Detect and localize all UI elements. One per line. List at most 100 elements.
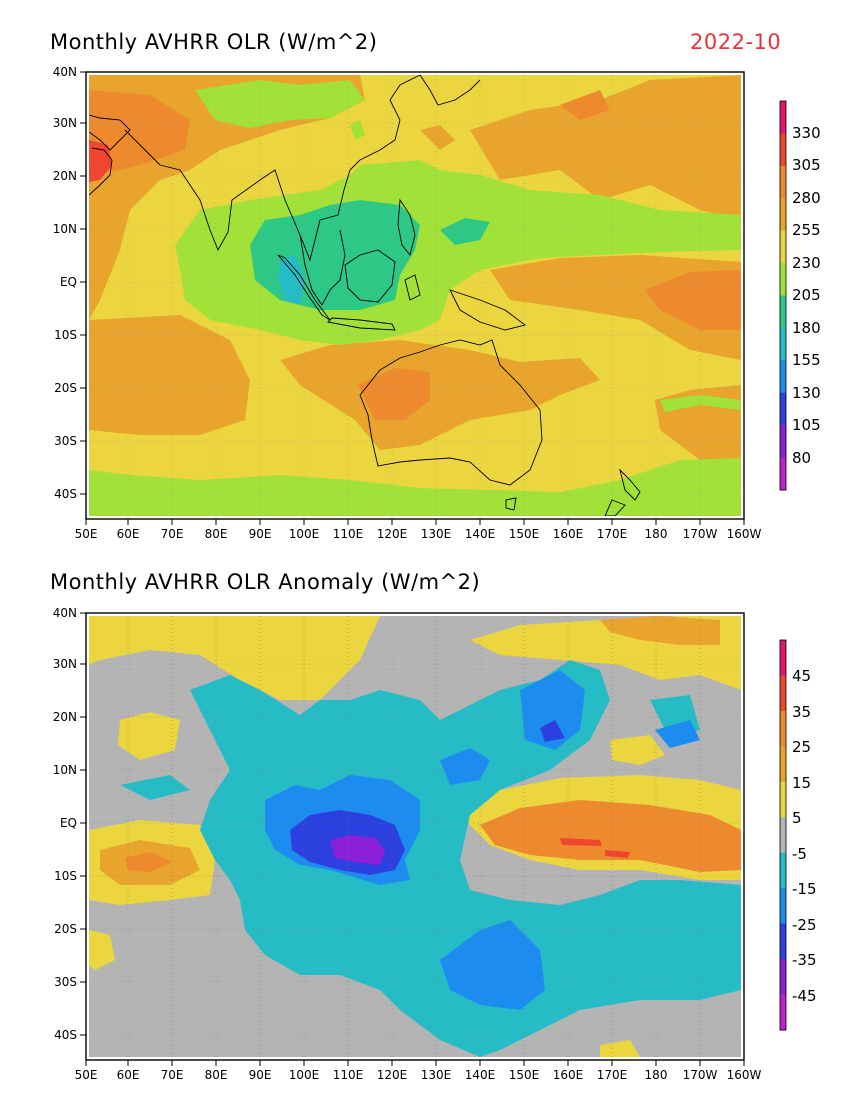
olr-lat-label: 30S (54, 434, 77, 448)
olr-lon-label: 110E (333, 527, 364, 541)
anomaly-lon-label: 100E (289, 1068, 320, 1082)
anomaly-lon-label: 50E (75, 1068, 98, 1082)
olr-colorbar-cell (780, 457, 786, 491)
anomaly-colorbar-cell (780, 781, 786, 818)
olr-lon-label: 160W (727, 527, 762, 541)
olr-lon-label: 180 (645, 527, 668, 541)
olr-colorbar-cell (780, 133, 786, 167)
olr-colorbar-label: 80 (792, 449, 811, 467)
olr-lon-label: 50E (75, 527, 98, 541)
olr-lon-label: 130E (421, 527, 452, 541)
anomaly-lon-label: 70E (161, 1068, 184, 1082)
olr-lon-label: 60E (117, 527, 140, 541)
anomaly-lon-label: 60E (117, 1068, 140, 1082)
anomaly-colorbar: 45 35 25 15 5 -5 -15 -25 -35 -45 (779, 639, 817, 1031)
anomaly-lon-label: 130E (421, 1068, 452, 1082)
anomaly-colorbar-label: -35 (792, 951, 817, 969)
anomaly-lat-label: EQ (60, 816, 77, 830)
olr-colorbar-cell (780, 101, 786, 134)
anomaly-lat-label: 30S (54, 975, 77, 989)
olr-colorbar-cell (780, 198, 786, 232)
anomaly-colorbar-label: -25 (792, 916, 817, 934)
anomaly-colorbar-cell (780, 640, 786, 676)
anomaly-lon-label: 120E (377, 1068, 408, 1082)
olr-lon-label: 90E (249, 527, 272, 541)
anomaly-lat-label: 10S (54, 869, 77, 883)
anomaly-lon-label: 170W (683, 1068, 718, 1082)
olr-colorbar-label: 205 (792, 286, 821, 304)
anomaly-colorbar-label: -15 (792, 880, 817, 898)
olr-colorbar: 330 305 280 255 230 205 180 155 130 105 … (779, 100, 821, 491)
date-label: 2022-10 (690, 30, 782, 54)
anomaly-lon-label: 150E (509, 1068, 540, 1082)
olr-colorbar-label: 130 (792, 384, 821, 402)
olr-colorbar-cell (780, 263, 786, 296)
anomaly-lon-label: 140E (465, 1068, 496, 1082)
olr-map: 40N 30N 20N 10N EQ 10S 20S 30S 40S 50E 6… (53, 65, 762, 541)
olr-colorbar-label: 230 (792, 254, 821, 272)
olr-colorbar-label: 180 (792, 319, 821, 337)
anomaly-lat-label: 10N (53, 763, 77, 777)
olr-lon-label: 150E (509, 527, 540, 541)
anomaly-colorbar-cell (780, 746, 786, 783)
anomaly-lat-label: 40S (54, 1028, 77, 1042)
olr-lat-label: EQ (60, 275, 77, 289)
olr-anomaly-map-frame (85, 612, 745, 1061)
olr-lat-label: 10S (54, 328, 77, 342)
olr-colorbar-cell (780, 165, 786, 199)
anomaly-colorbar-label: 45 (792, 667, 811, 685)
anomaly-colorbar-label: 5 (792, 809, 802, 827)
olr-colorbar-label: 105 (792, 416, 821, 434)
anomaly-colorbar-label: 15 (792, 774, 811, 792)
anomaly-lon-label: 110E (333, 1068, 364, 1082)
anomaly-colorbar-label: -5 (792, 845, 807, 863)
anomaly-colorbar-cell (780, 888, 786, 925)
olr-colorbar-cell (780, 425, 786, 459)
anomaly-colorbar-cell (780, 959, 786, 996)
olr-lon-label: 70E (161, 527, 184, 541)
anomaly-colorbar-label: 35 (792, 703, 811, 721)
anomaly-lat-label: 40N (53, 606, 77, 620)
anomaly-colorbar-cell (780, 994, 786, 1031)
olr-lon-label: 80E (205, 527, 228, 541)
anomaly-colorbar-label: 25 (792, 738, 811, 756)
olr-lat-label: 40S (54, 487, 77, 501)
olr-anomaly-map: 40N 30N 20N 10N EQ 10S 20S 30S 40S 50E 6… (53, 606, 762, 1082)
olr-colorbar-label: 280 (792, 189, 821, 207)
olr-colorbar-label: 155 (792, 351, 821, 369)
olr-lon-label: 170E (597, 527, 628, 541)
olr-colorbar-label: 305 (792, 156, 821, 174)
anomaly-lon-label: 90E (249, 1068, 272, 1082)
olr-lat-label: 20S (54, 381, 77, 395)
anomaly-lon-label: 180 (645, 1068, 668, 1082)
anomaly-lat-label: 20N (53, 710, 77, 724)
anomaly-colorbar-label: -45 (792, 987, 817, 1005)
olr-lon-label: 100E (289, 527, 320, 541)
olr-lon-label: 160E (553, 527, 584, 541)
olr-lon-label: 170W (683, 527, 718, 541)
olr-colorbar-cell (780, 327, 786, 361)
anomaly-lat-label: 30N (53, 657, 77, 671)
anomaly-colorbar-cell (780, 852, 786, 889)
olr-colorbar-cell (780, 230, 786, 264)
olr-lat-label: 20N (53, 169, 77, 183)
olr-colorbar-cell (780, 392, 786, 426)
olr-colorbar-cell (780, 360, 786, 394)
olr-lat-label: 40N (53, 65, 77, 79)
anomaly-colorbar-cell (780, 710, 786, 747)
olr-lat-label: 30N (53, 116, 77, 130)
anomaly-colorbar-cell (780, 817, 786, 854)
olr-map-title: Monthly AVHRR OLR (W/m^2) (50, 30, 378, 54)
olr-colorbar-cell (780, 295, 786, 329)
olr-lat-label: 10N (53, 222, 77, 236)
anomaly-lon-label: 80E (205, 1068, 228, 1082)
olr-lon-label: 140E (465, 527, 496, 541)
olr-colorbar-label: 255 (792, 221, 821, 239)
anomaly-lon-label: 170E (597, 1068, 628, 1082)
olr-anomaly-map-title: Monthly AVHRR OLR Anomaly (W/m^2) (50, 570, 481, 594)
anomaly-lat-label: 20S (54, 922, 77, 936)
anomaly-colorbar-cell (780, 675, 786, 712)
olr-lon-label: 120E (377, 527, 408, 541)
anomaly-lon-label: 160W (727, 1068, 762, 1082)
